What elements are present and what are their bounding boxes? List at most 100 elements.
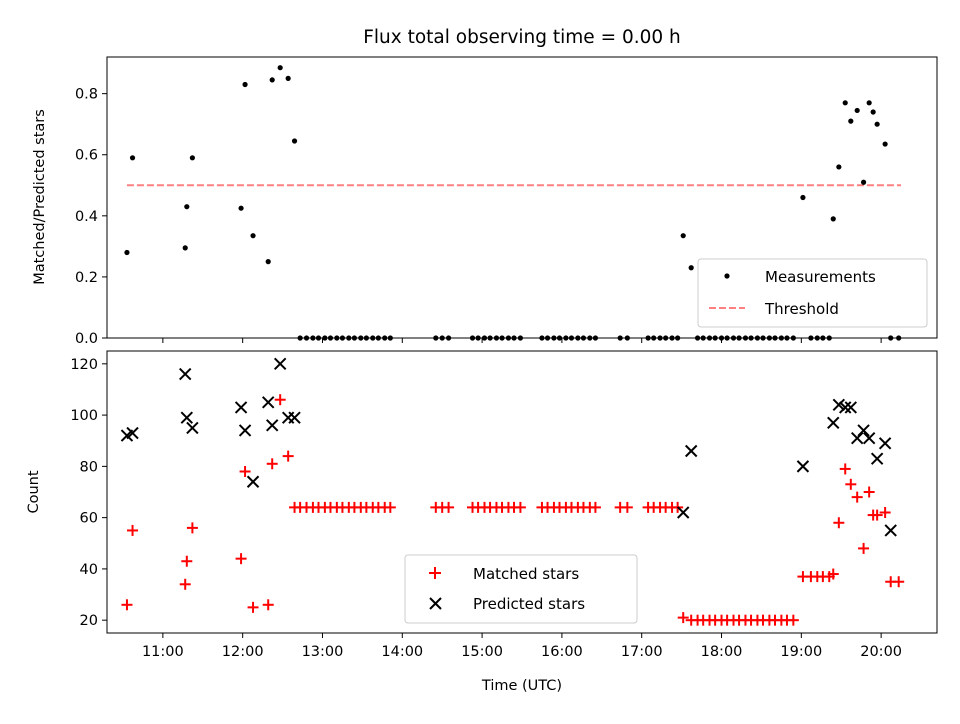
predicted-star-stroke [273, 357, 287, 371]
matched-star-point [871, 509, 883, 521]
x-tick-label: 17:00 [621, 644, 663, 660]
x-tick-label: 18:00 [701, 644, 743, 660]
predicted-star-point [179, 367, 192, 381]
bottom-legend-box [404, 554, 638, 624]
measurement-point [265, 259, 271, 265]
measurement-point [238, 205, 244, 211]
top-y-tick-label: 0.0 [75, 331, 98, 347]
predicted-star-stroke [186, 421, 199, 435]
top-y-tick-label: 0.6 [75, 148, 98, 164]
measurement-point [680, 233, 686, 239]
matched-star-point [121, 599, 133, 611]
bottom-panel: Count Time (UTC) 20 40 60 80 100 120 11:00 12:0… [26, 350, 938, 694]
x-tick-label: 16:00 [541, 644, 583, 660]
measurement-point [874, 121, 880, 127]
predicted-star-point [878, 437, 892, 450]
matched-star-point [274, 394, 286, 406]
x-axis-label: Time (UTC) [481, 678, 562, 694]
predicted-star-point [288, 411, 301, 424]
matched-star-point [282, 450, 294, 462]
bottom-y-tick-label: 80 [80, 459, 98, 475]
predicted-star-point [827, 416, 840, 429]
top-legend-box [697, 258, 928, 328]
bottom-y-tick-label: 100 [70, 408, 98, 424]
bottom-y-axis-label: Count [26, 470, 42, 513]
matched-star-point [266, 458, 278, 470]
predicted-star-stroke [684, 444, 698, 458]
top-panel: Flux total observing time = 0.00 h Match… [32, 27, 938, 347]
x-tick-label: 14:00 [381, 644, 423, 660]
x-tick-label: 12:00 [222, 644, 264, 660]
matched-star-point [181, 555, 193, 567]
top-y-axis-label: Matched/Predicted stars [32, 109, 48, 285]
legend-marker-matched [429, 567, 441, 579]
matched-star-point [239, 465, 251, 477]
bottom-y-tick-label: 60 [80, 511, 98, 527]
predicted-star-point [796, 460, 810, 473]
x-tick-label: 13:00 [302, 644, 344, 660]
predicted-star-stroke [126, 426, 139, 440]
predicted-star-stroke [262, 396, 275, 409]
measurement-point [800, 194, 806, 201]
matched-star-point [127, 524, 139, 536]
predicted-star-point [262, 396, 275, 409]
measurement-point [189, 155, 195, 161]
predicted-star-point [234, 401, 248, 414]
legend-label-threshold: Threshold [764, 300, 839, 318]
matched-star-point [235, 553, 247, 565]
predicted-star-point [884, 524, 897, 537]
matched-star-point [839, 463, 851, 475]
predicted-star-stroke [677, 506, 690, 519]
matched-star-point [893, 576, 905, 588]
top-y-tick-label: 0.8 [75, 87, 98, 103]
measurement-point [277, 65, 283, 71]
top-y-tick-label: 0.2 [75, 270, 98, 286]
matched-star-point [621, 501, 633, 513]
matched-star-point [589, 501, 601, 513]
measurement-point [854, 107, 860, 114]
matched-star-point [787, 614, 799, 626]
predicted-star-point [180, 411, 194, 424]
bottom-plot-area: 20 40 60 80 100 120 11:00 12:00 13:00 14:00 15:00 1… [70, 357, 905, 660]
measurement-point [882, 141, 888, 147]
legend-label-matched: Matched stars [473, 565, 579, 583]
predicted-star-stroke [288, 411, 301, 424]
matched-star-point [262, 599, 274, 611]
legend-label-measurements: Measurements [765, 268, 876, 286]
bottom-y-tick-label: 20 [80, 613, 98, 629]
measurement-point [184, 204, 190, 210]
matched-star-point [186, 522, 198, 534]
predicted-star-stroke [180, 411, 194, 424]
predicted-star-stroke [234, 401, 248, 414]
matched-star-point [179, 578, 191, 590]
predicted-star-point [186, 421, 199, 435]
legend-marker-measurements [724, 273, 730, 279]
predicted-star-point [273, 357, 287, 371]
chart-title: Flux total observing time = 0.00 h [363, 27, 681, 48]
predicted-star-point [677, 506, 690, 519]
measurement-point [866, 100, 872, 106]
measurement-point [860, 179, 867, 185]
x-tick-label: 15:00 [461, 644, 503, 660]
predicted-star-stroke [870, 452, 884, 465]
matched-star-point [827, 568, 839, 580]
matched-star-point [858, 542, 870, 554]
measurement-point [870, 109, 876, 115]
x-tick-label: 20:00 [860, 644, 902, 660]
matched-star-point [833, 517, 845, 529]
measurement-point [291, 138, 298, 144]
top-axes-frame [106, 56, 938, 339]
predicted-star-point [862, 431, 876, 445]
matched-star-point [677, 612, 689, 624]
matched-star-point [514, 501, 526, 513]
predicted-star-stroke [832, 398, 846, 412]
measurement-point [269, 77, 275, 83]
matched-star-point [247, 601, 259, 613]
predicted-star-stroke [179, 367, 192, 381]
predicted-star-point [870, 452, 884, 465]
matched-star-point [384, 501, 396, 513]
predicted-star-point [684, 444, 698, 458]
legend-label-predicted: Predicted stars [473, 595, 585, 613]
predicted-star-stroke [827, 416, 840, 429]
predicted-star-point [832, 398, 846, 412]
